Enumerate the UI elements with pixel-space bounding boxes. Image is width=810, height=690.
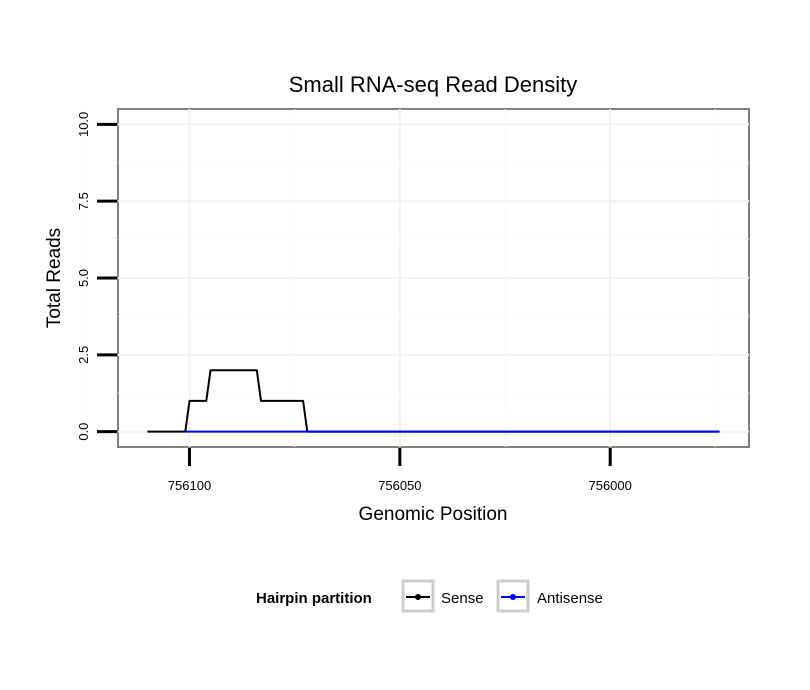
- legend-label-antisense: Antisense: [537, 590, 603, 607]
- x-tick-label: 756000: [588, 478, 631, 493]
- y-axis-title: Total Reads: [44, 228, 65, 328]
- y-tick-label: 7.5: [76, 192, 91, 210]
- series-lines: [147, 369, 720, 433]
- x-axis: 756100 756050 756000: [168, 448, 632, 493]
- legend-point-sense: [415, 594, 421, 600]
- y-tick-label: 5.0: [76, 269, 91, 287]
- y-tick-label: 2.5: [76, 346, 91, 364]
- x-tick-label: 756050: [378, 478, 421, 493]
- chart-title: Small RNA-seq Read Density: [289, 72, 578, 97]
- legend-item-antisense: Antisense: [496, 579, 603, 613]
- x-axis-title: Genomic Position: [359, 504, 508, 525]
- legend: Hairpin partition Sense Antisense: [256, 579, 603, 613]
- legend-title: Hairpin partition: [256, 590, 372, 607]
- y-axis: 0.0 2.5 5.0 7.5 10.0: [76, 112, 117, 441]
- y-tick-label: 10.0: [76, 112, 91, 137]
- legend-item-sense: Sense: [401, 579, 484, 613]
- x-tick-label: 756100: [168, 478, 211, 493]
- legend-label-sense: Sense: [441, 590, 484, 607]
- legend-point-antisense: [510, 594, 516, 600]
- y-tick-label: 0.0: [76, 423, 91, 441]
